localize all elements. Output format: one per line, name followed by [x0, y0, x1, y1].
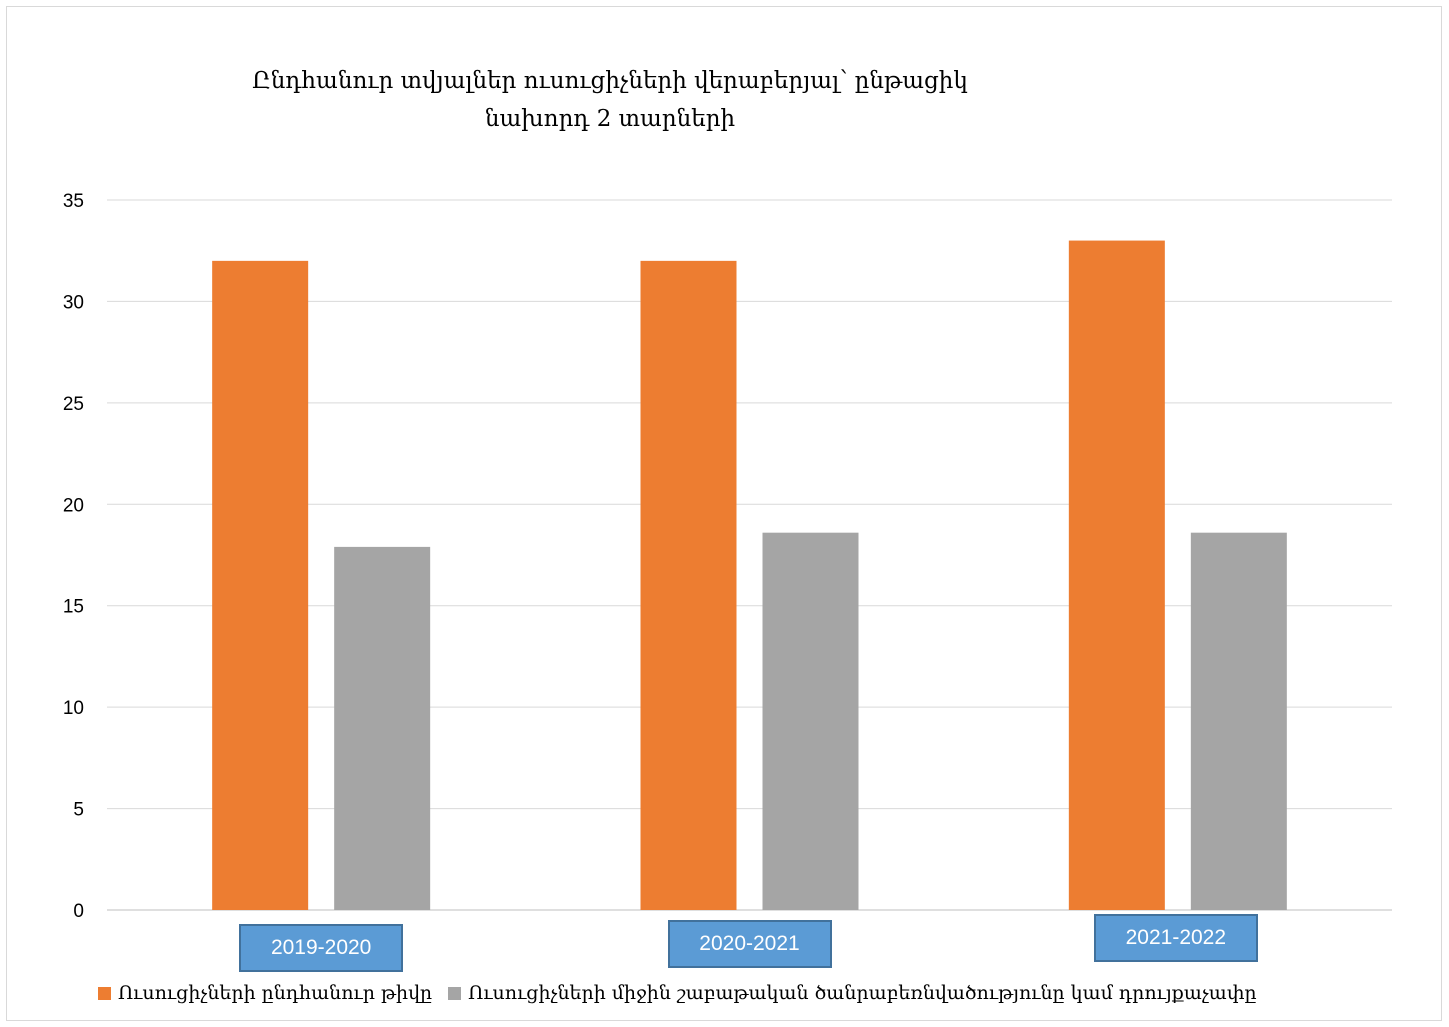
y-tick-label: 0 [73, 901, 84, 922]
bar-avg-workload-2019-2020 [334, 546, 431, 910]
y-tick-label: 25 [63, 394, 84, 415]
bar-avg-workload-2021-2022 [1190, 532, 1287, 910]
bar-total-teachers-2019-2020 [212, 260, 309, 910]
legend: Ուսուցիչների ընդհանուր թիվը Ուսուցիչների… [98, 982, 1273, 1004]
legend-swatch-orange [98, 986, 111, 1000]
y-tick-label: 5 [73, 800, 84, 821]
legend-swatch-gray [448, 986, 462, 1000]
bar-avg-workload-2020-2021 [762, 532, 859, 910]
legend-label-total-teachers: Ուսուցիչների ընդհանուր թիվը [118, 982, 433, 1004]
category-label-2019-2020: 2019-2020 [239, 924, 404, 972]
legend-label-avg-workload: Ուսուցիչների միջին շաբաթական ծանրաբեռնվա… [468, 982, 1257, 1004]
y-tick-label: 15 [63, 597, 84, 618]
y-tick-label: 30 [63, 292, 84, 313]
chart-title-line-2: նախորդ 2 տարների [484, 106, 736, 132]
category-label-2020-2021: 2020-2021 [667, 920, 832, 968]
legend-item-avg-workload: Ուսուցիչների միջին շաբաթական ծանրաբեռնվա… [448, 982, 1257, 1004]
chart-title-line-1: Ընդհանուր տվյալներ ուսուցիչների վերաբերյ… [252, 68, 968, 94]
bar-total-teachers-2021-2022 [1068, 240, 1165, 911]
y-tick-label: 10 [63, 698, 84, 719]
legend-item-total-teachers: Ուսուցիչների ընդհանուր թիվը [98, 982, 432, 1004]
bar-total-teachers-2020-2021 [640, 260, 737, 910]
y-tick-label: 20 [63, 495, 84, 516]
y-tick-label: 35 [63, 191, 84, 212]
category-label-2021-2022: 2021-2022 [1093, 914, 1258, 962]
